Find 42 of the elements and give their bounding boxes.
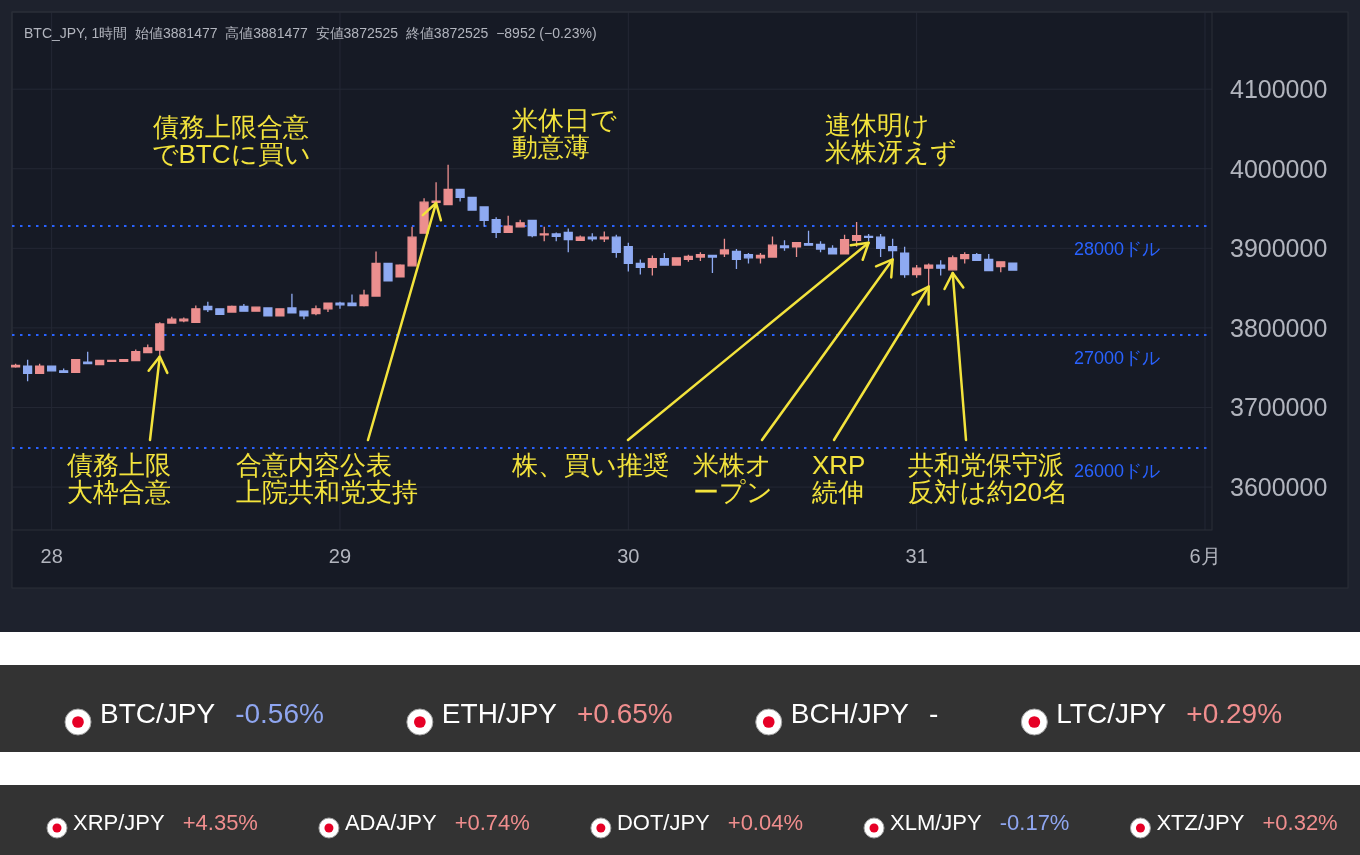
annotation: 米株オープン (693, 450, 773, 507)
annotation: 共和党保守派反対は約20名 (908, 450, 1068, 507)
y-tick-label: 3900000 (1230, 234, 1328, 263)
x-tick-label: 31 (905, 545, 928, 567)
category-label: BTC/JPY (100, 698, 216, 729)
category-label: ADA/JPY (344, 810, 437, 835)
ref-line-label: 27000ドル (1073, 348, 1160, 369)
y-tick-label: 3600000 (1230, 473, 1328, 502)
x-tick-label: 6月 (1189, 545, 1221, 567)
annotation: 株、買い推奨 (511, 450, 669, 480)
category-label: LTC/JPY (1056, 698, 1167, 729)
category-label: XRP/JPY (73, 810, 166, 835)
text: +0.74% (454, 810, 530, 835)
text: +0.32% (1262, 810, 1338, 835)
annotation: 連休明け米株冴えず (825, 110, 957, 167)
y-tick-label: 3700000 (1230, 393, 1328, 422)
annotation: 合意内容公表上院共和党支持 (236, 450, 418, 507)
text: -0.56% (235, 698, 324, 729)
text: +0.29% (1186, 698, 1283, 729)
annotation: 米休日で動意薄 (512, 105, 617, 162)
annotation: XRP続伸 (811, 450, 866, 507)
y-tick-label: 3800000 (1230, 313, 1328, 342)
text: - (929, 698, 939, 729)
y-tick-label: 4000000 (1230, 154, 1328, 183)
x-tick-label: 28 (40, 545, 63, 567)
text: +4.35% (182, 810, 258, 835)
text: -0.17% (999, 810, 1070, 835)
ref-line-label: 28000ドル (1073, 239, 1160, 260)
category-label: DOT/JPY (616, 810, 711, 835)
category-label: XLM/JPY (890, 810, 983, 835)
category-label: XTZ/JPY (1156, 810, 1245, 835)
ref-line-label: 26000ドル (1073, 461, 1160, 482)
x-tick-label: 29 (328, 545, 352, 567)
y-tick-label: 4100000 (1230, 75, 1328, 104)
category-label: ETH/JPY (441, 698, 558, 729)
annotation: 債務上限大枠合意 (67, 450, 171, 507)
x-tick-label: 30 (617, 545, 640, 567)
text: +0.65% (577, 698, 673, 729)
text: BTC_JPY, 1時間 始値3881477 高値3881477 安値3872525 終値3872525 −8952 (−0.23%) (24, 25, 597, 41)
text: +0.04% (727, 810, 804, 835)
annotation: 債務上限合意でBTCに買い (151, 112, 311, 169)
category-label: BCH/JPY (790, 698, 910, 729)
